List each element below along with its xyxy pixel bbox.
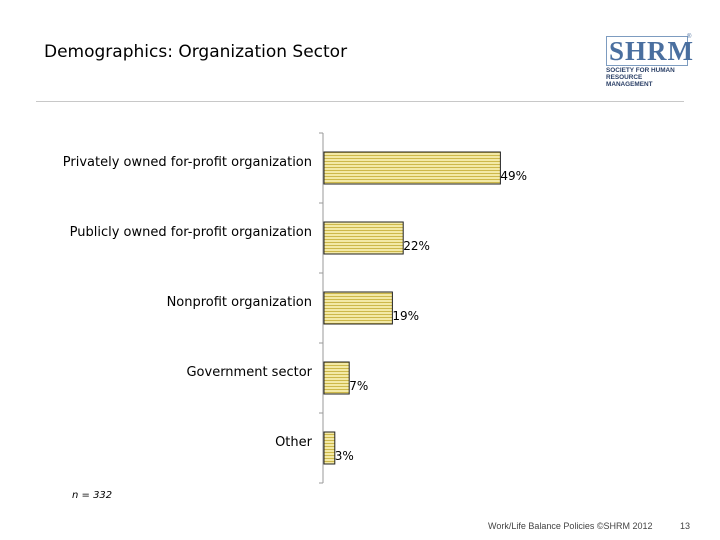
category-label: Government sector: [186, 365, 312, 380]
logo-tagline-line2: RESOURCE MANAGEMENT: [606, 74, 653, 88]
data-label: 7%: [349, 379, 368, 393]
data-label: 49%: [500, 169, 527, 183]
data-label: 22%: [403, 239, 430, 253]
logo-tagline-line1: SOCIETY FOR HUMAN: [606, 67, 675, 74]
page-title: Demographics: Organization Sector: [44, 42, 348, 62]
bar: [323, 151, 501, 185]
category-label: Other: [275, 435, 313, 450]
category-label: Publicly owned for-profit organization: [70, 225, 312, 240]
category-label: Nonprofit organization: [167, 295, 312, 310]
chart-labels-group: Privately owned for-profit organization 4…: [63, 155, 527, 463]
logo-tagline: SOCIETY FOR HUMAN RESOURCE MANAGEMENT: [606, 67, 690, 88]
page-number: 13: [680, 521, 691, 531]
chart-axis-group: [319, 132, 324, 484]
bar: [323, 221, 404, 255]
bar: [323, 361, 350, 395]
bar: [323, 431, 336, 465]
logo-registered-mark: ®: [687, 34, 692, 40]
sample-size-note: n = 332: [72, 490, 113, 501]
title-divider: [36, 101, 684, 102]
data-label: 3%: [335, 449, 354, 463]
category-label: Privately owned for-profit organization: [63, 155, 312, 170]
footer-text: Work/Life Balance Policies ©SHRM 2012: [488, 521, 653, 531]
shrm-logo: SHRM ® SOCIETY FOR HUMAN RESOURCE MANAGE…: [606, 34, 693, 88]
data-label: 19%: [392, 309, 419, 323]
logo-letters: SHRM: [609, 36, 694, 66]
bar: [323, 291, 393, 325]
logo-box: SHRM: [606, 36, 693, 66]
chart-bars-group: [323, 151, 501, 465]
